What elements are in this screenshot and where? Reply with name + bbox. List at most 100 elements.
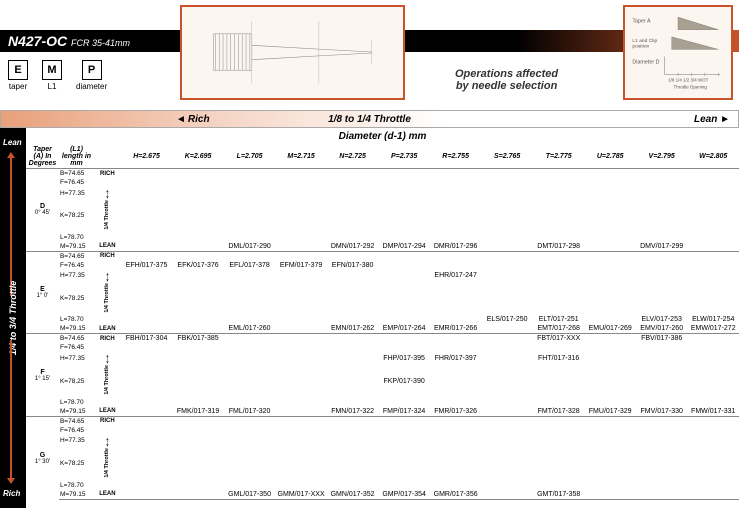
data-cell	[172, 426, 224, 435]
data-cell: EMN/017-262	[327, 324, 379, 334]
table-row: H=77.35↕	[26, 435, 739, 447]
data-cell	[533, 343, 585, 352]
data-cell	[327, 435, 379, 447]
data-cell	[121, 364, 173, 398]
l1-cell: B=74.65	[59, 334, 94, 344]
data-cell	[636, 416, 688, 426]
data-cell	[533, 233, 585, 242]
data-cell: FMV/017-330	[636, 407, 688, 417]
data-cell: EMR/017-266	[430, 324, 482, 334]
data-cell	[687, 481, 739, 490]
data-cell	[378, 334, 430, 344]
data-cell	[584, 352, 636, 364]
table-row: H=77.35↕EHR/017-247	[26, 270, 739, 282]
l1-cell: M=79.15	[59, 407, 94, 417]
data-cell: GML/017-350	[224, 490, 276, 500]
emp-e-box: E	[8, 60, 28, 80]
l1-cell: M=79.15	[59, 324, 94, 334]
rich-lean-cell: ↕	[94, 435, 121, 447]
data-cell	[378, 251, 430, 261]
operations-text: Operations affected by needle selection	[455, 68, 558, 92]
l1-cell: K=78.25	[59, 364, 94, 398]
th-taper: Taper (A) In Degrees	[26, 145, 59, 169]
data-cell	[430, 199, 482, 233]
data-cell	[430, 261, 482, 270]
header-row: Taper (A) In Degrees (L1) length in mm H…	[26, 145, 739, 169]
data-cell	[481, 233, 533, 242]
data-cell	[584, 315, 636, 324]
data-cell	[224, 447, 276, 481]
taper-cell: G1° 30'	[26, 416, 59, 499]
data-cell	[378, 315, 430, 324]
l1-cell: H=77.35	[59, 435, 94, 447]
data-cell	[687, 416, 739, 426]
data-cell	[481, 169, 533, 179]
data-cell	[121, 242, 173, 252]
sidebar-arrow-down	[10, 340, 12, 480]
title-main: N427-OC	[8, 33, 67, 49]
data-cell	[687, 447, 739, 481]
th-m: M=2.715	[275, 145, 327, 169]
data-cell	[481, 426, 533, 435]
taper-cell: F1° 15'	[26, 334, 59, 417]
data-cell	[481, 447, 533, 481]
data-cell	[327, 343, 379, 352]
data-cell	[687, 490, 739, 500]
data-cell	[636, 352, 688, 364]
data-cell	[327, 251, 379, 261]
data-cell	[481, 407, 533, 417]
data-cell	[687, 426, 739, 435]
data-cell: EFK/017-376	[172, 261, 224, 270]
data-cell: DMP/017-294	[378, 242, 430, 252]
data-cell: DMN/017-292	[327, 242, 379, 252]
emp-m: M L1	[42, 60, 62, 91]
data-cell	[172, 270, 224, 282]
rich-lean-cell: ↕	[94, 270, 121, 282]
data-cell	[481, 261, 533, 270]
data-cell	[121, 426, 173, 435]
th-l: L=2.705	[224, 145, 276, 169]
data-cell	[430, 416, 482, 426]
emp-e: E taper	[8, 60, 28, 91]
data-cell	[121, 324, 173, 334]
data-cell	[327, 178, 379, 187]
data-cell	[584, 270, 636, 282]
data-cell	[481, 364, 533, 398]
data-cell	[636, 343, 688, 352]
rich-lean-cell: RICH	[94, 169, 121, 179]
sidebar: Lean 1/4 to 3/4 Throttle Rich	[0, 128, 26, 508]
data-cell	[172, 315, 224, 324]
data-cell	[533, 261, 585, 270]
data-cell	[481, 270, 533, 282]
table-row: K=78.251/4 Throttle	[26, 447, 739, 481]
data-cell	[533, 178, 585, 187]
data-cell	[430, 187, 482, 199]
table-row: D0° 45'B=74.65RICH	[26, 169, 739, 179]
title-sub: FCR 35-41mm	[71, 38, 130, 48]
data-cell	[687, 334, 739, 344]
data-cell	[636, 187, 688, 199]
l1-cell: L=78.70	[59, 315, 94, 324]
data-cell: FBH/017-304	[121, 334, 173, 344]
data-cell: FMP/017-324	[378, 407, 430, 417]
th-blank	[94, 145, 121, 169]
legend-diagram: Taper A L1 and Clip position Diameter D …	[623, 5, 733, 100]
data-cell	[481, 490, 533, 500]
data-cell	[430, 233, 482, 242]
data-cell	[327, 398, 379, 407]
table-wrap: Diameter (d-1) mm Taper (A) In Degrees (…	[26, 128, 739, 508]
data-cell	[224, 398, 276, 407]
data-cell	[430, 447, 482, 481]
data-cell	[430, 251, 482, 261]
l1-cell: M=79.15	[59, 242, 94, 252]
data-cell	[121, 169, 173, 179]
data-cell	[224, 270, 276, 282]
l1-cell: B=74.65	[59, 416, 94, 426]
data-cell: DMR/017-296	[430, 242, 482, 252]
data-cell: FHP/017-395	[378, 352, 430, 364]
data-cell	[687, 435, 739, 447]
table-row: F=76.45	[26, 426, 739, 435]
data-cell	[275, 343, 327, 352]
data-cell: FBK/017-385	[172, 334, 224, 344]
l1-cell: L=78.70	[59, 233, 94, 242]
